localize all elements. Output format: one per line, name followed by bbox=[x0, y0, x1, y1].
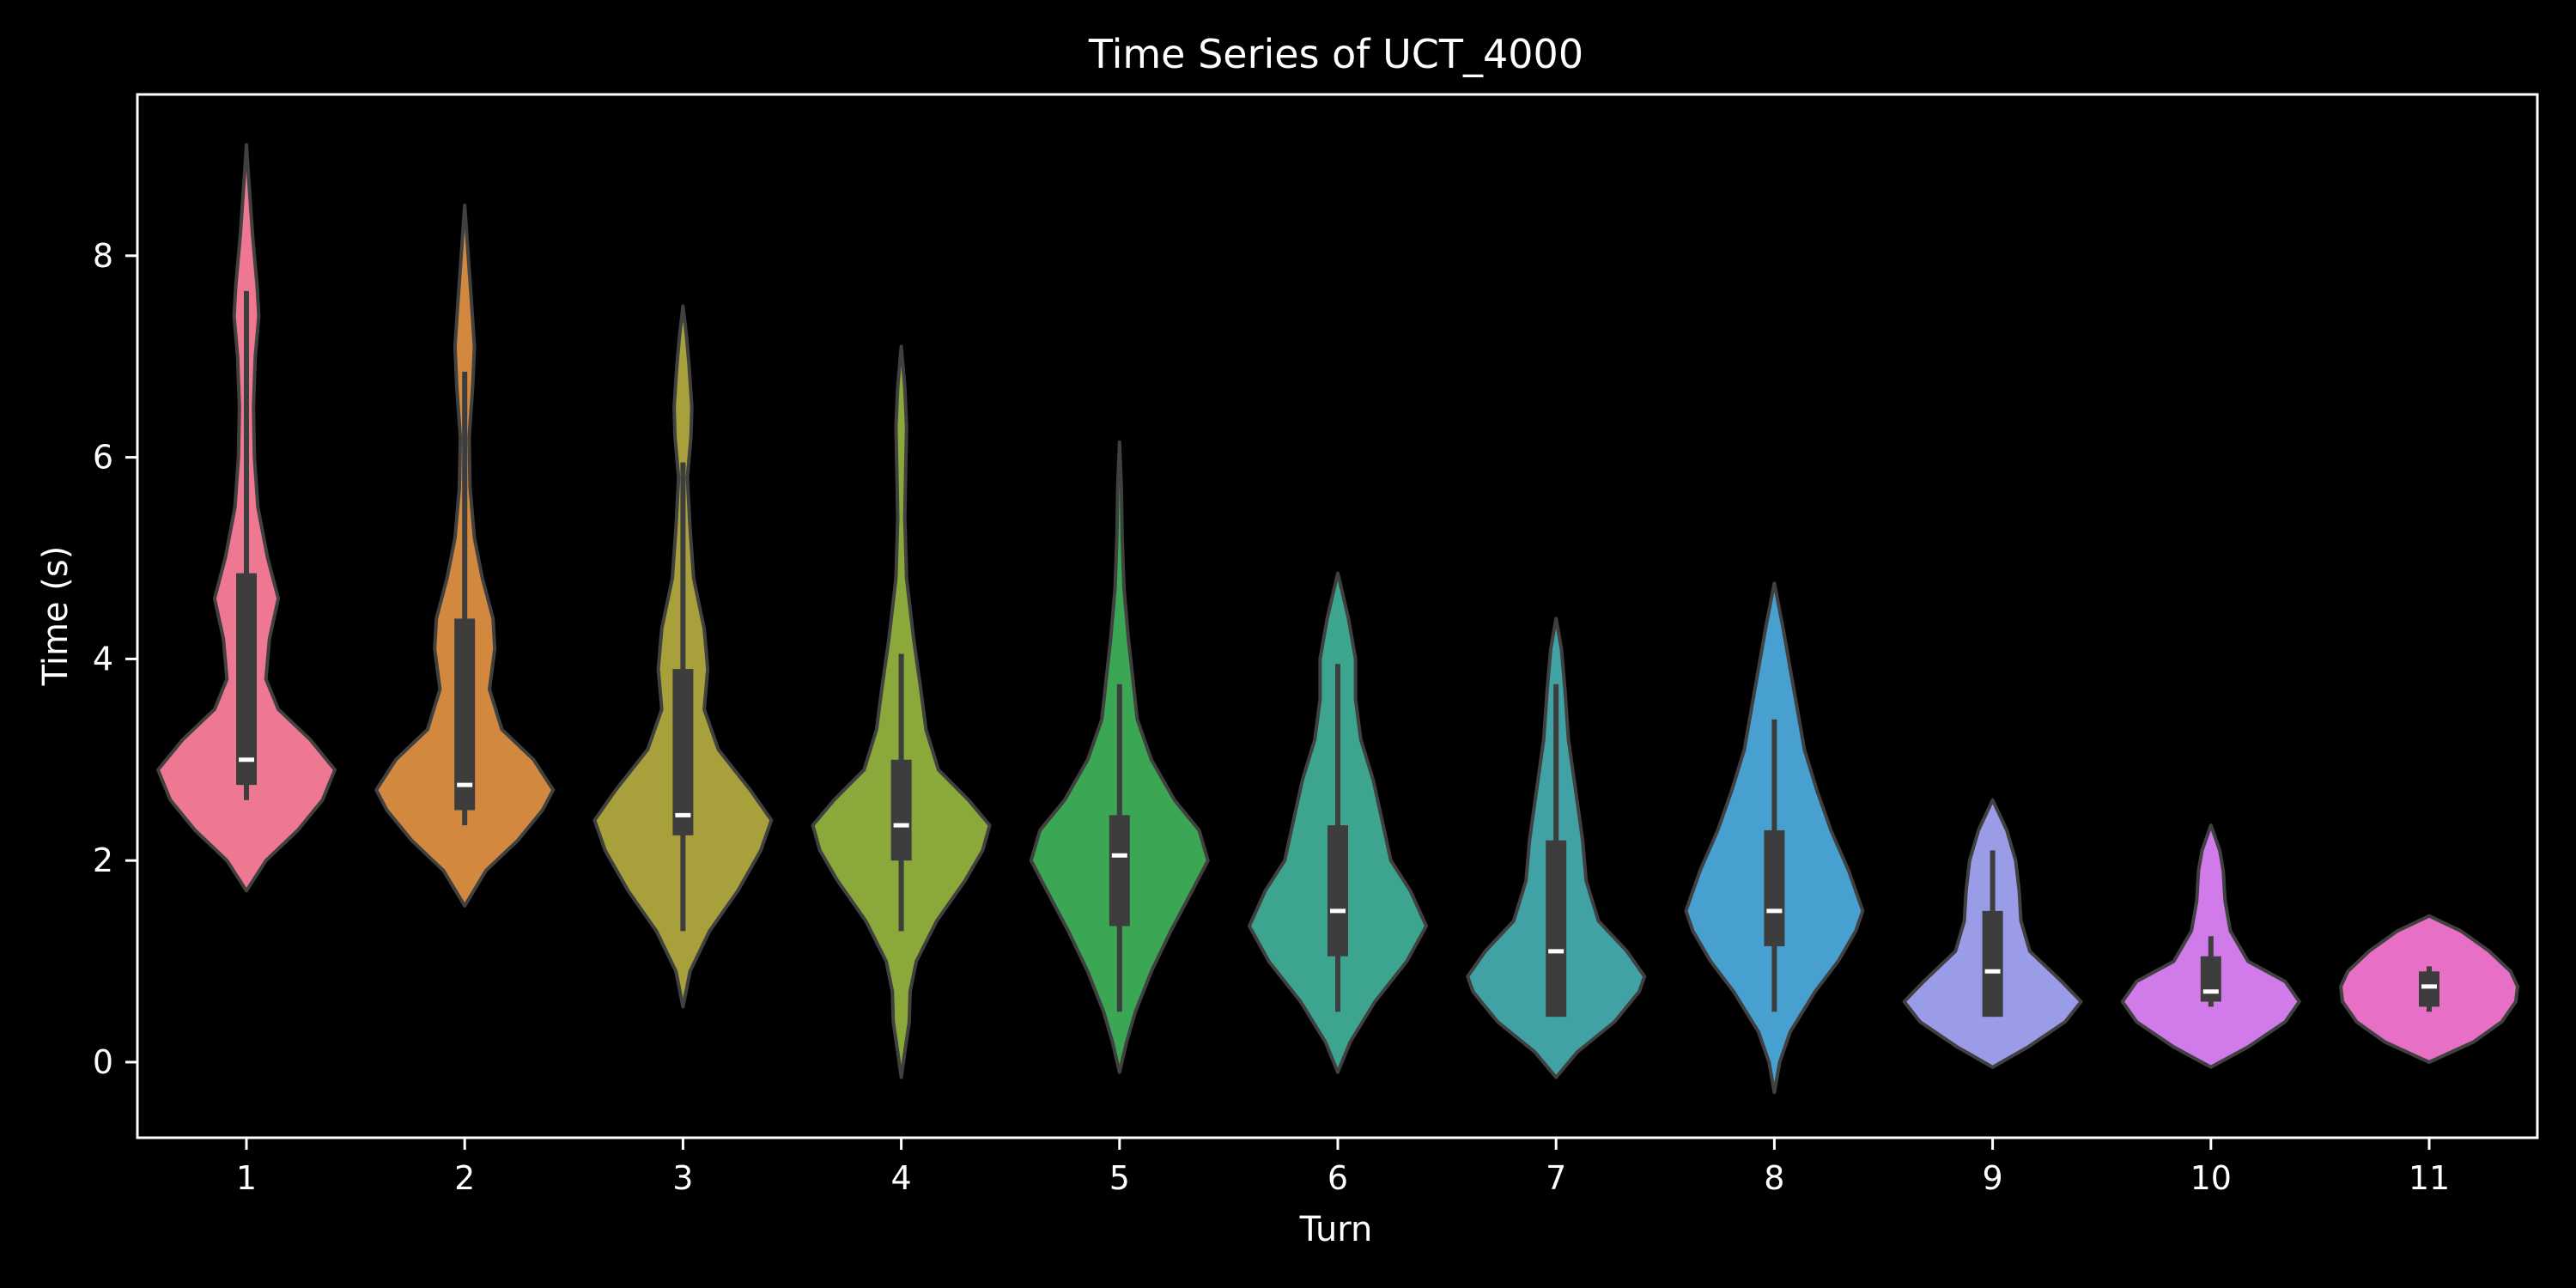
y-tick-label: 0 bbox=[93, 1043, 113, 1081]
y-tick-label: 2 bbox=[93, 841, 113, 879]
y-tick-label: 6 bbox=[93, 439, 113, 477]
iqr-box-turn-11 bbox=[2419, 971, 2439, 1007]
x-axis: 1 2 3 4 5 6 7 8 9 10 11 bbox=[236, 1138, 2450, 1197]
y-tick-label: 4 bbox=[93, 640, 113, 677]
x-tick-label: 11 bbox=[2409, 1159, 2450, 1197]
x-tick-label: 4 bbox=[891, 1159, 912, 1197]
x-tick-label: 2 bbox=[454, 1159, 475, 1197]
x-tick-label: 8 bbox=[1764, 1159, 1784, 1197]
iqr-box-turn-4 bbox=[890, 759, 912, 861]
violin-group bbox=[156, 143, 2519, 1095]
x-tick-label: 1 bbox=[236, 1159, 257, 1197]
x-tick-label: 7 bbox=[1546, 1159, 1566, 1197]
iqr-box-turn-2 bbox=[454, 618, 476, 811]
x-tick-label: 9 bbox=[1983, 1159, 2003, 1197]
iqr-box-turn-7 bbox=[1546, 840, 1567, 1018]
iqr-box-turn-3 bbox=[672, 669, 694, 835]
iqr-box-turn-9 bbox=[1982, 910, 2003, 1018]
y-tick-label: 8 bbox=[93, 237, 113, 275]
iqr-box-turn-1 bbox=[236, 573, 257, 786]
chart-title: Time Series of UCT_4000 bbox=[1088, 31, 1583, 77]
y-axis: 0 2 4 6 8 bbox=[93, 237, 137, 1081]
x-axis-label: Turn bbox=[1299, 1210, 1373, 1249]
iqr-box-turn-8 bbox=[1764, 829, 1785, 946]
y-axis-label: Time (s) bbox=[36, 546, 76, 687]
iqr-box-turn-10 bbox=[2200, 956, 2221, 1002]
x-tick-label: 3 bbox=[672, 1159, 693, 1197]
x-tick-label: 5 bbox=[1109, 1159, 1130, 1197]
x-tick-label: 6 bbox=[1327, 1159, 1348, 1197]
x-tick-label: 10 bbox=[2190, 1159, 2232, 1197]
iqr-box-turn-6 bbox=[1327, 825, 1348, 957]
iqr-box-turn-5 bbox=[1109, 815, 1130, 927]
